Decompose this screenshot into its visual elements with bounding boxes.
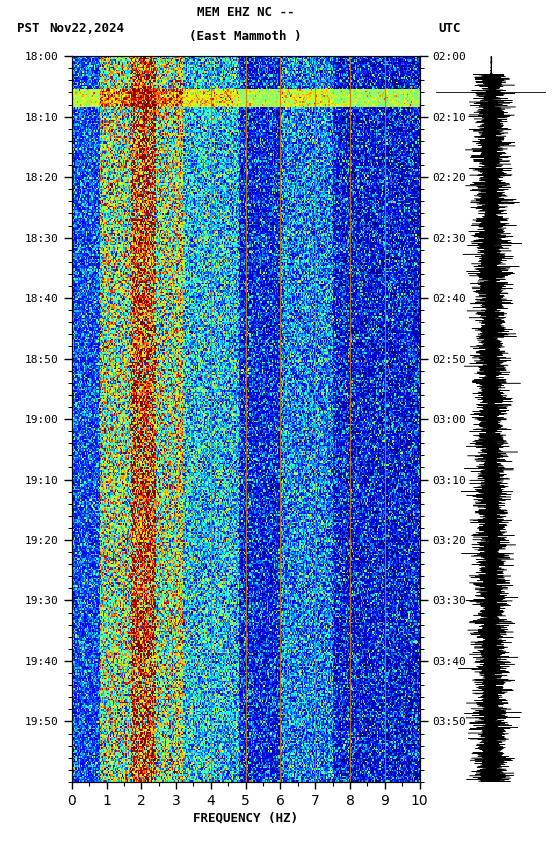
Text: MEM EHZ NC --: MEM EHZ NC -- <box>197 6 294 19</box>
Text: UTC: UTC <box>439 22 461 35</box>
Text: (East Mammoth ): (East Mammoth ) <box>189 30 302 43</box>
Text: Nov22,2024: Nov22,2024 <box>50 22 125 35</box>
X-axis label: FREQUENCY (HZ): FREQUENCY (HZ) <box>193 812 298 825</box>
Text: PST: PST <box>17 22 39 35</box>
